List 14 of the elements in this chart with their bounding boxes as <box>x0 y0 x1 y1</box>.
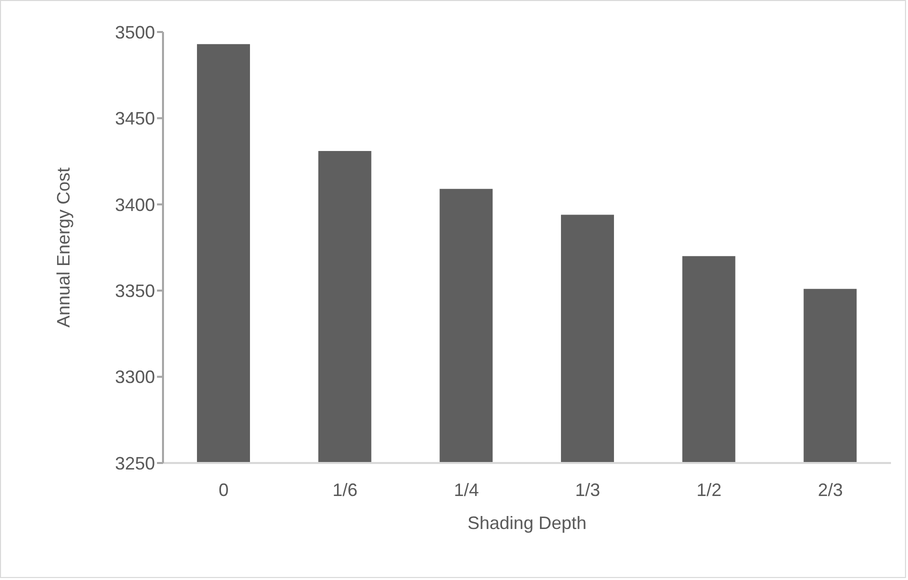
y-tick-label: 3400 <box>114 194 155 215</box>
x-tick-label: 1/4 <box>454 480 479 500</box>
y-tick-label: 3300 <box>114 367 155 388</box>
x-tick-label: 1/6 <box>332 480 358 500</box>
x-tick-label: 2/3 <box>818 480 843 500</box>
y-tick-label: 3450 <box>114 108 155 129</box>
y-tick-label: 3250 <box>114 453 155 474</box>
x-tick-label: 0 <box>218 480 229 500</box>
x-axis-title: Shading Depth <box>467 513 587 533</box>
y-tick-label: 3350 <box>114 280 155 301</box>
x-tick-label: 1/3 <box>575 480 600 500</box>
y-tick-label: 3500 <box>114 22 155 42</box>
y-axis-title: Annual Energy Cost <box>53 167 74 328</box>
x-tick-label: 1/2 <box>696 480 722 500</box>
